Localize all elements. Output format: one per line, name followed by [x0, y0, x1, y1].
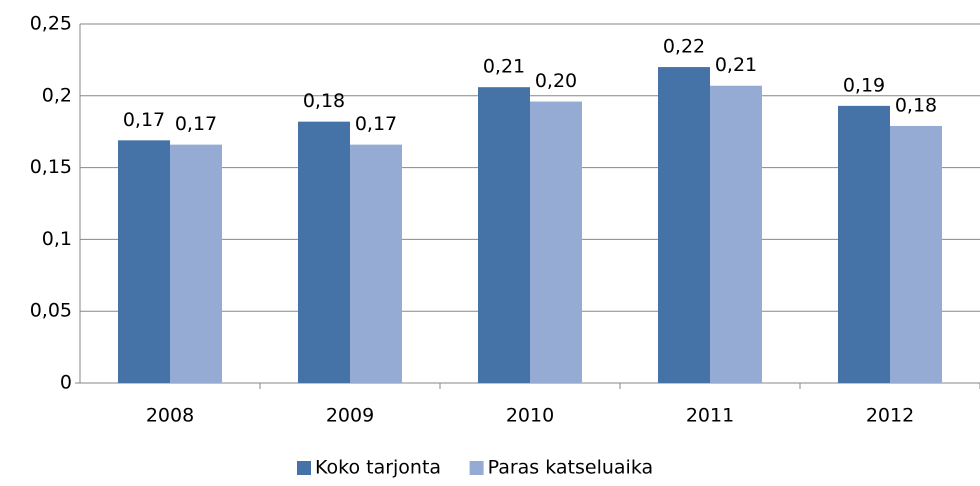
x-tick-label: 2010	[506, 405, 554, 427]
legend-swatch	[469, 461, 484, 475]
value-label: 0,18	[895, 94, 937, 116]
legend-swatch	[297, 461, 311, 475]
y-tick-label: 0	[60, 372, 72, 394]
bar	[478, 87, 530, 384]
x-tick-label: 2011	[686, 405, 734, 427]
bar	[118, 140, 170, 383]
bar	[710, 85, 762, 384]
value-label: 0,22	[663, 36, 705, 58]
value-label: 0,21	[483, 56, 525, 78]
bar	[838, 105, 890, 384]
value-label: 0,18	[303, 90, 345, 112]
legend-label: Paras katseluaika	[488, 457, 654, 479]
value-label: 0,20	[535, 70, 577, 92]
y-tick-label: 0,15	[30, 156, 72, 178]
x-tick-label: 2008	[146, 405, 194, 427]
bar	[350, 144, 402, 383]
y-tick-label: 0,25	[30, 13, 72, 35]
value-label: 0,17	[175, 113, 217, 135]
value-label: 0,17	[355, 113, 397, 135]
x-tick-label: 2012	[866, 405, 914, 427]
value-label: 0,17	[123, 109, 165, 131]
y-tick-label: 0,1	[42, 228, 72, 250]
bar	[658, 67, 710, 383]
value-label: 0,19	[843, 74, 885, 96]
y-tick-label: 0,05	[30, 300, 72, 322]
value-label: 0,21	[715, 54, 757, 76]
legend-label: Koko tarjonta	[315, 457, 441, 479]
x-tick-label: 2009	[326, 405, 374, 427]
y-tick-label: 0,2	[42, 84, 72, 106]
bar	[170, 144, 222, 383]
bar	[530, 101, 582, 383]
bar	[298, 121, 350, 383]
bar	[890, 125, 942, 384]
